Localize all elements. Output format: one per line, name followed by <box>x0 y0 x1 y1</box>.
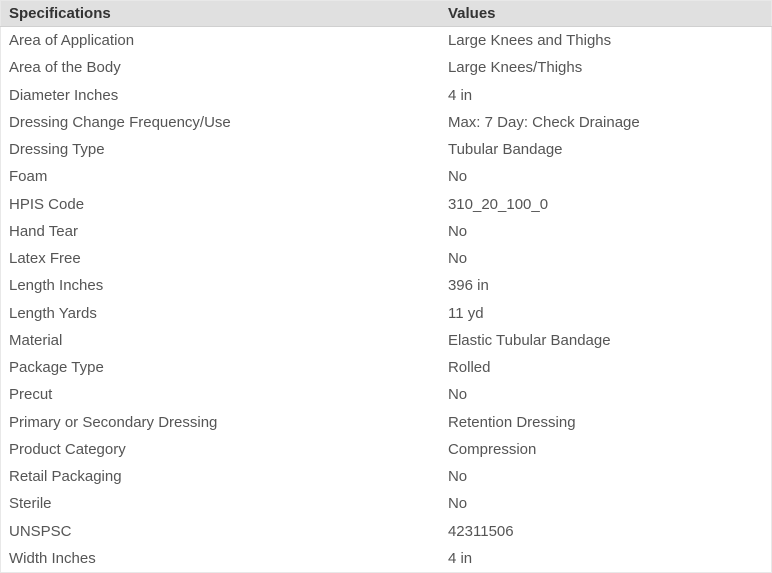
spec-value: 310_20_100_0 <box>440 191 772 218</box>
spec-label: Package Type <box>1 354 440 381</box>
spec-label: HPIS Code <box>1 191 440 218</box>
table-row: UNSPSC 42311506 <box>1 518 772 545</box>
spec-value: No <box>440 245 772 272</box>
table-row: Precut No <box>1 381 772 408</box>
table-row: Retail Packaging No <box>1 463 772 490</box>
table-row: Foam No <box>1 163 772 190</box>
table-row: Product Category Compression <box>1 436 772 463</box>
table-row: Material Elastic Tubular Bandage <box>1 327 772 354</box>
table-row: Sterile No <box>1 490 772 517</box>
spec-value: Rolled <box>440 354 772 381</box>
spec-label: UNSPSC <box>1 518 440 545</box>
spec-value: 42311506 <box>440 518 772 545</box>
specifications-table: Specifications Values Area of Applicatio… <box>0 0 772 573</box>
spec-label: Width Inches <box>1 545 440 573</box>
spec-value: 4 in <box>440 545 772 573</box>
spec-value: No <box>440 163 772 190</box>
spec-label: Sterile <box>1 490 440 517</box>
spec-value: Large Knees and Thighs <box>440 27 772 55</box>
table-row: Primary or Secondary Dressing Retention … <box>1 409 772 436</box>
spec-label: Length Yards <box>1 300 440 327</box>
spec-label: Material <box>1 327 440 354</box>
spec-value: 11 yd <box>440 300 772 327</box>
table-row: Dressing Change Frequency/Use Max: 7 Day… <box>1 109 772 136</box>
spec-label: Primary or Secondary Dressing <box>1 409 440 436</box>
table-row: Length Yards 11 yd <box>1 300 772 327</box>
spec-value: Compression <box>440 436 772 463</box>
table-row: Area of the Body Large Knees/Thighs <box>1 54 772 81</box>
spec-value: 396 in <box>440 272 772 299</box>
table-row: Latex Free No <box>1 245 772 272</box>
spec-label: Area of Application <box>1 27 440 55</box>
spec-value: Tubular Bandage <box>440 136 772 163</box>
spec-label: Dressing Type <box>1 136 440 163</box>
table-row: Hand Tear No <box>1 218 772 245</box>
column-header-values: Values <box>440 1 772 27</box>
spec-value: No <box>440 218 772 245</box>
table-row: Dressing Type Tubular Bandage <box>1 136 772 163</box>
table-row: Area of Application Large Knees and Thig… <box>1 27 772 55</box>
spec-value: No <box>440 463 772 490</box>
table-row: Width Inches 4 in <box>1 545 772 573</box>
spec-value: 4 in <box>440 82 772 109</box>
spec-value: No <box>440 490 772 517</box>
spec-label: Precut <box>1 381 440 408</box>
table-body: Area of Application Large Knees and Thig… <box>1 27 772 573</box>
table-row: Diameter Inches 4 in <box>1 82 772 109</box>
spec-label: Foam <box>1 163 440 190</box>
spec-value: Retention Dressing <box>440 409 772 436</box>
spec-label: Latex Free <box>1 245 440 272</box>
spec-label: Product Category <box>1 436 440 463</box>
spec-value: Elastic Tubular Bandage <box>440 327 772 354</box>
spec-label: Retail Packaging <box>1 463 440 490</box>
spec-label: Area of the Body <box>1 54 440 81</box>
spec-value: Max: 7 Day: Check Drainage <box>440 109 772 136</box>
spec-label: Diameter Inches <box>1 82 440 109</box>
table-row: HPIS Code 310_20_100_0 <box>1 191 772 218</box>
spec-label: Length Inches <box>1 272 440 299</box>
table-header-row: Specifications Values <box>1 1 772 27</box>
column-header-specifications: Specifications <box>1 1 440 27</box>
spec-value: No <box>440 381 772 408</box>
table-row: Package Type Rolled <box>1 354 772 381</box>
table-row: Length Inches 396 in <box>1 272 772 299</box>
spec-label: Dressing Change Frequency/Use <box>1 109 440 136</box>
spec-label: Hand Tear <box>1 218 440 245</box>
spec-value: Large Knees/Thighs <box>440 54 772 81</box>
